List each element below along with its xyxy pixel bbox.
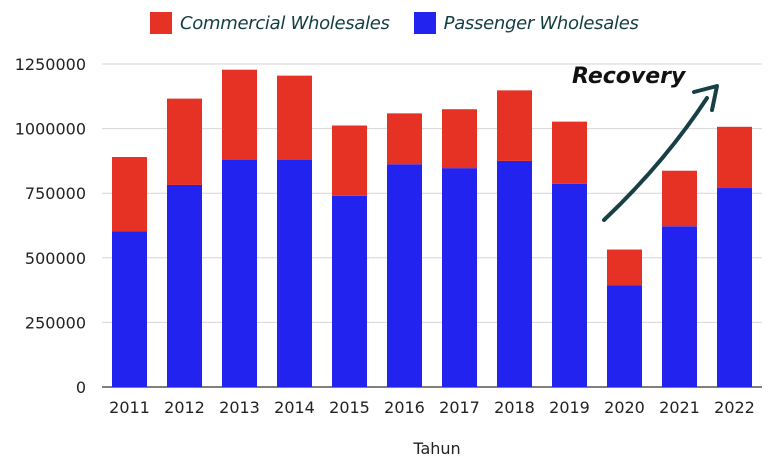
bar-passenger-2013 — [222, 159, 257, 387]
x-tick-label: 2018 — [494, 398, 535, 417]
bars-group — [112, 69, 752, 387]
x-tick-label: 2015 — [329, 398, 370, 417]
bar-commercial-2012 — [167, 98, 202, 185]
bar-commercial-2019 — [552, 121, 587, 184]
x-tick-label: 2011 — [109, 398, 150, 417]
legend-item-passenger: Passenger Wholesales — [413, 12, 639, 34]
x-tick-label: 2014 — [274, 398, 315, 417]
y-tick-label: 1000000 — [15, 120, 86, 139]
y-axis: 0 250000 500000 750000 1000000 1250000 — [15, 55, 86, 397]
y-tick-label: 0 — [76, 378, 86, 397]
bar-commercial-2013 — [222, 69, 257, 160]
bar-commercial-2017 — [442, 109, 477, 169]
x-axis-title: Tahun — [412, 439, 460, 458]
bar-passenger-2022 — [717, 188, 752, 387]
bar-passenger-2012 — [167, 184, 202, 387]
bar-commercial-2022 — [717, 126, 752, 189]
bar-passenger-2020 — [607, 285, 642, 387]
x-tick-label: 2016 — [384, 398, 425, 417]
x-tick-label: 2021 — [659, 398, 700, 417]
y-tick-label: 1250000 — [15, 55, 86, 74]
bar-commercial-2018 — [497, 90, 532, 161]
bar-passenger-2017 — [442, 168, 477, 387]
x-tick-label: 2020 — [604, 398, 645, 417]
y-tick-label: 500000 — [25, 249, 86, 268]
x-tick-label: 2012 — [164, 398, 205, 417]
bar-commercial-2021 — [662, 170, 697, 227]
bar-passenger-2014 — [277, 159, 312, 387]
legend-swatch-commercial — [150, 12, 172, 34]
bar-commercial-2015 — [332, 125, 367, 196]
x-axis: 2011 2012 2013 2014 2015 2016 2017 2018 2019 2020… — [109, 398, 755, 417]
bar-commercial-2014 — [277, 75, 312, 160]
recovery-arrowhead — [692, 84, 719, 112]
recovery-annotation: Recovery — [572, 64, 687, 89]
bar-commercial-2011 — [112, 157, 147, 232]
bar-passenger-2018 — [497, 160, 532, 387]
bar-passenger-2011 — [112, 231, 147, 387]
legend-swatch-passenger — [413, 12, 436, 34]
x-tick-label: 2019 — [549, 398, 590, 417]
bar-passenger-2019 — [552, 183, 587, 387]
gridlines — [102, 63, 762, 388]
recovery-arrow — [602, 96, 709, 222]
x-tick-label: 2017 — [439, 398, 480, 417]
bar-commercial-2020 — [607, 249, 642, 286]
x-tick-label: 2022 — [714, 398, 755, 417]
y-tick-label: 250000 — [25, 313, 86, 332]
chart-legend: Commercial Wholesales Passenger Wholesal… — [150, 12, 663, 34]
bar-passenger-2015 — [332, 195, 367, 387]
x-tick-label: 2013 — [219, 398, 260, 417]
bar-commercial-2016 — [387, 113, 422, 165]
legend-label-commercial: Commercial Wholesales — [180, 12, 390, 34]
bar-passenger-2021 — [662, 226, 697, 387]
bar-passenger-2016 — [387, 164, 422, 387]
y-tick-label: 750000 — [25, 184, 86, 203]
legend-item-commercial: Commercial Wholesales — [150, 12, 390, 34]
legend-label-passenger: Passenger Wholesales — [443, 12, 639, 34]
